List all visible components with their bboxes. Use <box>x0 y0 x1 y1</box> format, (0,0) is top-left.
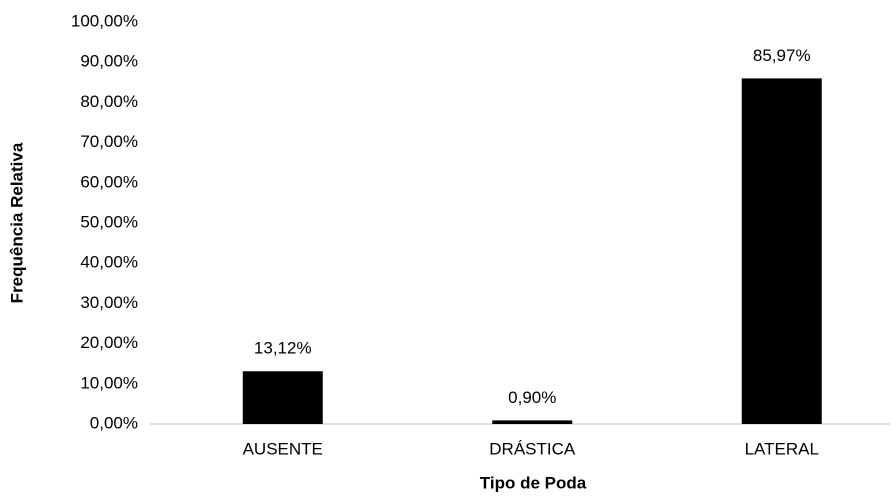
y-tick-label: 60,00% <box>80 172 138 191</box>
y-tick-label: 40,00% <box>80 253 138 272</box>
bar <box>242 371 323 424</box>
y-axis-title: Frequência Relativa <box>7 142 26 303</box>
y-tick-label: 90,00% <box>80 52 138 71</box>
bar <box>492 420 573 424</box>
y-tick-label: 80,00% <box>80 92 138 111</box>
y-tick-label: 0,00% <box>90 413 138 432</box>
y-tick-label: 50,00% <box>80 212 138 231</box>
x-tick-label: LATERAL <box>745 439 819 458</box>
y-tick-label: 100,00% <box>71 11 138 30</box>
y-tick-label: 20,00% <box>80 333 138 352</box>
x-tick-label: DRÁSTICA <box>489 439 576 458</box>
data-label: 0,90% <box>508 388 556 407</box>
data-label: 85,97% <box>753 46 811 65</box>
x-axis-title: Tipo de Poda <box>480 473 587 492</box>
y-tick-label: 70,00% <box>80 132 138 151</box>
data-label: 13,12% <box>254 339 312 358</box>
x-tick-label: AUSENTE <box>243 439 323 458</box>
y-tick-label: 30,00% <box>80 293 138 312</box>
bar <box>741 78 822 424</box>
y-tick-label: 10,00% <box>80 373 138 392</box>
